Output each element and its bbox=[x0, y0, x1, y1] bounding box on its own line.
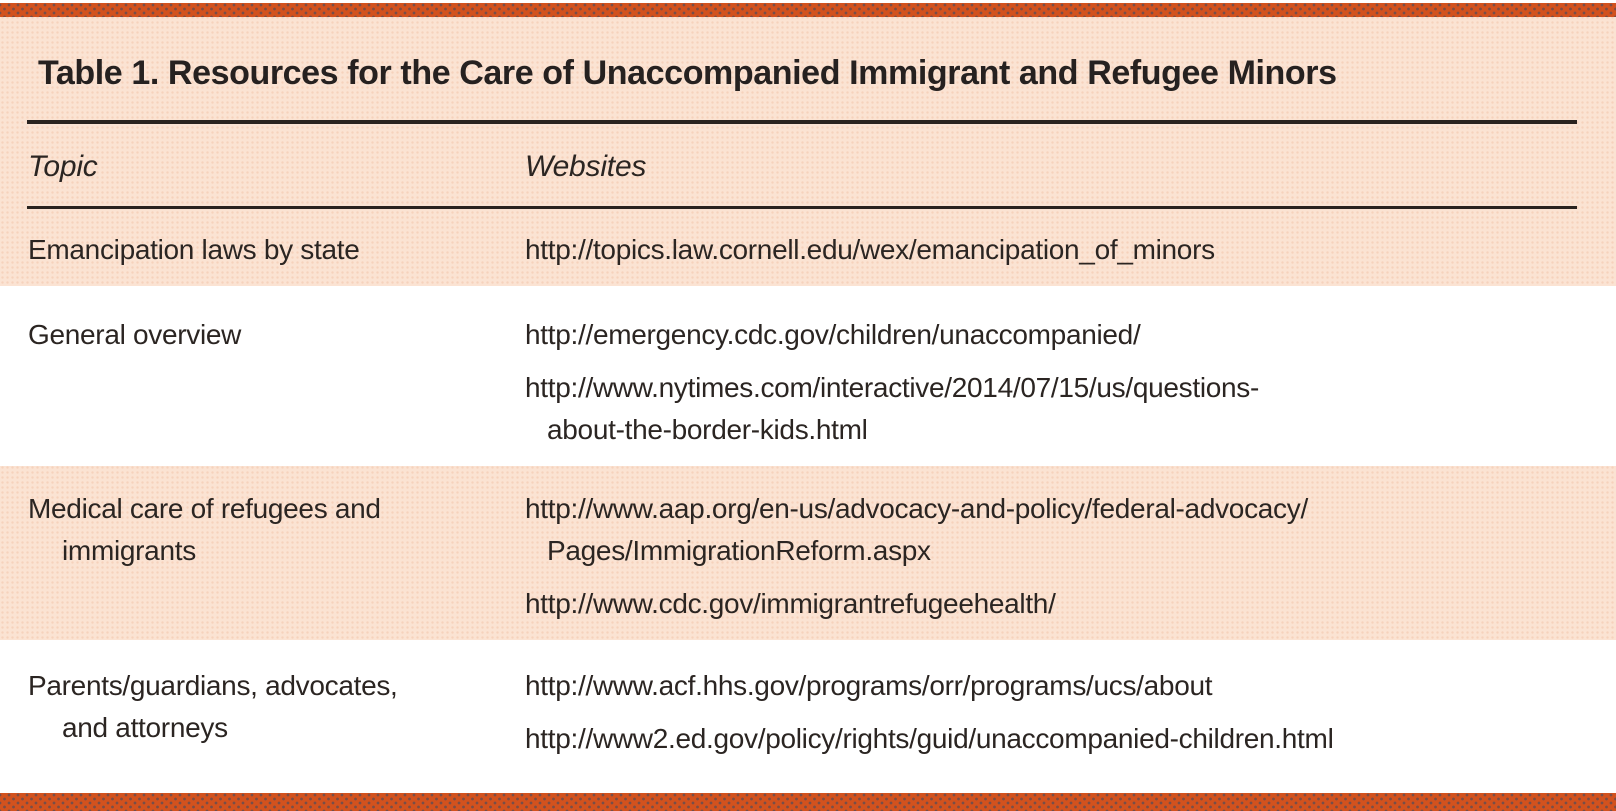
website-url: http://emergency.cdc.gov/children/unacco… bbox=[525, 319, 1141, 350]
column-header-websites: Websites bbox=[525, 150, 647, 183]
top-white-strip bbox=[0, 0, 1616, 3]
websites-cell: http://emergency.cdc.gov/children/unacco… bbox=[525, 314, 1580, 466]
website-url-continuation: Pages/ImmigrationReform.aspx bbox=[547, 535, 931, 566]
website-url: http://www.nytimes.com/interactive/2014/… bbox=[525, 372, 1260, 403]
website-entry: http://www.cdc.gov/immigrantrefugeehealt… bbox=[525, 583, 1580, 625]
table-row: General overview http://emergency.cdc.go… bbox=[0, 286, 1616, 466]
website-url: http://www.aap.org/en-us/advocacy-and-po… bbox=[525, 493, 1308, 524]
table-row: Medical care of refugees and immigrants … bbox=[0, 466, 1616, 640]
top-accent-bar bbox=[0, 3, 1616, 17]
website-url-continuation: about-the-border-kids.html bbox=[547, 414, 868, 445]
column-headers: Topic Websites bbox=[0, 148, 1616, 186]
table-title: Table 1. Resources for the Care of Unacc… bbox=[38, 54, 1337, 92]
website-entry: http://www2.ed.gov/policy/rights/guid/un… bbox=[525, 718, 1580, 760]
topic-text: Medical care of refugees and bbox=[28, 493, 381, 524]
header-rule bbox=[27, 206, 1577, 209]
websites-cell: http://www.aap.org/en-us/advocacy-and-po… bbox=[525, 488, 1580, 640]
topic-text-continuation: and attorneys bbox=[62, 712, 228, 743]
website-entry: http://www.acf.hhs.gov/programs/orr/prog… bbox=[525, 665, 1580, 707]
topic-text: General overview bbox=[28, 319, 242, 350]
column-header-topic: Topic bbox=[28, 150, 98, 183]
website-url: http://www.cdc.gov/immigrantrefugeehealt… bbox=[525, 588, 1056, 619]
topic-text: Parents/guardians, advocates, bbox=[28, 670, 398, 701]
websites-cell: http://topics.law.cornell.edu/wex/emanci… bbox=[525, 229, 1580, 286]
website-entry: http://www.nytimes.com/interactive/2014/… bbox=[525, 367, 1580, 451]
table-header-area: Table 1. Resources for the Care of Unacc… bbox=[0, 17, 1616, 209]
website-entry: http://emergency.cdc.gov/children/unacco… bbox=[525, 314, 1580, 356]
topic-cell: Emancipation laws by state bbox=[28, 229, 525, 286]
bottom-accent-bar bbox=[0, 793, 1616, 811]
topic-cell: General overview bbox=[28, 314, 525, 466]
website-url: http://topics.law.cornell.edu/wex/emanci… bbox=[525, 234, 1215, 265]
topic-cell: Medical care of refugees and immigrants bbox=[28, 488, 525, 640]
topic-text: Emancipation laws by state bbox=[28, 234, 360, 265]
websites-cell: http://www.acf.hhs.gov/programs/orr/prog… bbox=[525, 665, 1580, 793]
title-rule bbox=[27, 120, 1577, 124]
topic-cell: Parents/guardians, advocates, and attorn… bbox=[28, 665, 525, 793]
website-entry: http://topics.law.cornell.edu/wex/emanci… bbox=[525, 229, 1580, 271]
topic-text-continuation: immigrants bbox=[62, 535, 196, 566]
website-url: http://www.acf.hhs.gov/programs/orr/prog… bbox=[525, 670, 1213, 701]
table-row: Parents/guardians, advocates, and attorn… bbox=[0, 640, 1616, 793]
website-entry: http://www.aap.org/en-us/advocacy-and-po… bbox=[525, 488, 1580, 572]
website-url: http://www2.ed.gov/policy/rights/guid/un… bbox=[525, 723, 1334, 754]
table-row: Emancipation laws by state http://topics… bbox=[0, 209, 1616, 286]
